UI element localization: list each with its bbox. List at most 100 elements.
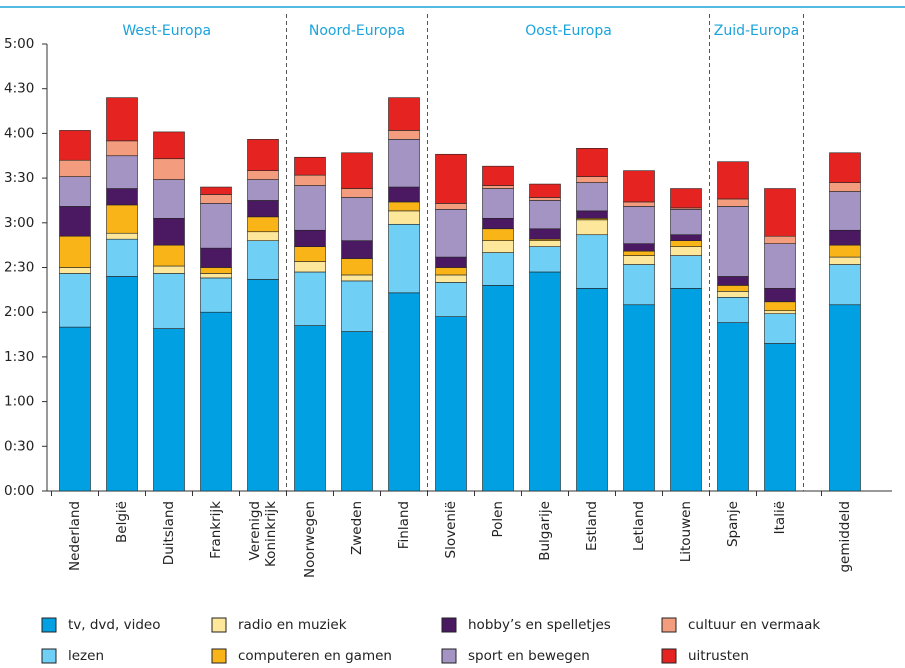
bar-segment [388,186,420,203]
legend-label: lezen [68,648,104,664]
bar-segment [341,331,373,492]
bar-segment [482,165,514,186]
bar-segment [670,255,702,289]
region-label: Zuid-Europa [714,23,800,39]
bar-segment [153,273,185,329]
bar-segment [576,210,608,219]
bar-segment [294,156,326,176]
bar-segment [764,188,796,237]
x-tick-label: Noorwegen [302,501,318,578]
bar-segment [247,139,279,171]
bar-segment [247,216,279,233]
bar-segment [388,210,420,225]
legend-swatch [211,617,227,633]
bar-segment [153,131,185,160]
x-tick-label: Letland [631,501,647,551]
bar-segment [482,252,514,286]
bar-segment [388,97,420,131]
bar-segment [294,271,326,326]
bar-segment [200,267,232,274]
bar-segment [294,185,326,231]
y-tick-label: 0:30 [4,438,34,454]
bar-segment [200,247,232,268]
bar-segment [829,152,861,183]
bar-segment [153,158,185,180]
bar-segment [576,148,608,177]
bar-segment [764,310,796,314]
legend-label: cultuur en vermaak [688,617,820,633]
bar-segment [670,246,702,256]
bar-segment [106,276,138,492]
bar-segment [764,313,796,344]
bar-segment [341,258,373,276]
bar-segment [670,234,702,241]
bar-segment [576,288,608,492]
bar-segment [717,161,749,200]
bar-segment [59,326,91,492]
bar-segment [717,296,749,323]
x-tick-label: België [114,501,130,543]
x-tick-label: Finland [396,501,412,549]
bar-segment [200,186,232,195]
bar-segment [623,201,655,207]
bar-segment [59,130,91,161]
bar-segment [247,170,279,180]
region-label: Noord-Europa [309,23,405,39]
x-tick-label: Slovenië [443,501,459,559]
bar-segment [435,203,467,210]
bar-segment [717,291,749,298]
x-tick-label: Litouwen [678,501,694,562]
bar-segment [106,97,138,142]
x-tick-label: Estland [584,501,600,551]
bar-segment [576,176,608,183]
bar-segment [623,264,655,306]
bar-segment [482,185,514,189]
bar-segment [435,282,467,317]
bar-segment [717,198,749,207]
bar-segment [294,229,326,247]
x-tick-label: Zweden [349,501,365,555]
bar-segment [623,206,655,244]
y-tick-label: 3:30 [4,170,34,186]
legend-swatch [41,617,57,633]
bar-segment [106,188,138,206]
y-tick-label: 3:00 [4,215,34,231]
bar-segment [59,267,91,274]
bar-segment [200,203,232,249]
bar-segment [153,265,185,274]
bar-segment [829,256,861,265]
bar-segment [623,170,655,203]
legend-swatch [661,617,677,633]
bar-segment [576,182,608,212]
y-tick-label: 4:00 [4,125,34,141]
y-tick-label: 2:30 [4,260,34,276]
bar-segment [59,235,91,268]
y-tick-label: 2:00 [4,304,34,320]
bar-segment [482,228,514,241]
bar-segment [341,240,373,259]
legend-label: hobby’s en spelletjes [468,617,611,633]
bar-segment [247,240,279,280]
bar-segment [388,139,420,188]
bar-segment [529,240,561,247]
bar-segment [529,183,561,198]
bar-segment [247,200,279,218]
bar-segment [764,343,796,492]
region-label: Oost-Europa [525,23,612,39]
bar-segment [200,277,232,313]
bar-segment [106,204,138,234]
x-tick-label: Frankrijk [208,501,224,559]
y-tick-label: 1:00 [4,394,34,410]
bar-segment [153,328,185,492]
bar-segment [764,235,796,244]
bar-segment [829,304,861,492]
bar-segment [294,325,326,492]
bar-segment [764,288,796,303]
bar-segment [388,223,420,294]
x-tick-label: VerenigdKoninkrijk [247,501,279,567]
bar-segment [482,218,514,230]
x-tick-label: Duitsland [161,501,177,565]
bar-segment [829,264,861,306]
bar-segment [435,256,467,268]
